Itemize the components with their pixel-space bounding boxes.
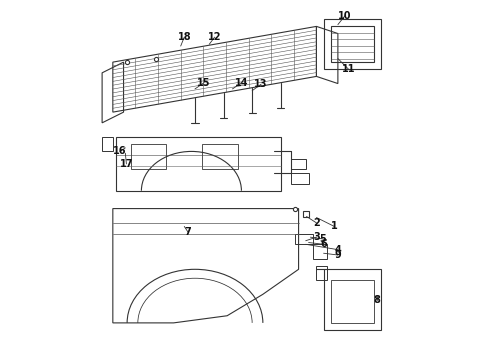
Text: 17: 17 [120,159,133,169]
Text: 13: 13 [254,79,268,89]
Text: 8: 8 [374,295,381,305]
Text: 6: 6 [320,239,327,249]
Text: 5: 5 [319,234,326,244]
Text: 4: 4 [335,245,341,255]
Text: 9: 9 [335,250,341,260]
Text: 15: 15 [197,78,211,88]
Text: 18: 18 [177,32,191,42]
Text: 11: 11 [342,64,355,74]
Text: 2: 2 [313,218,320,228]
Text: 12: 12 [208,32,221,42]
Text: 7: 7 [184,227,191,237]
Text: 16: 16 [113,147,127,157]
Text: 3: 3 [313,232,320,242]
Text: 10: 10 [338,11,352,21]
Text: 14: 14 [235,78,248,88]
Text: 1: 1 [331,221,338,231]
